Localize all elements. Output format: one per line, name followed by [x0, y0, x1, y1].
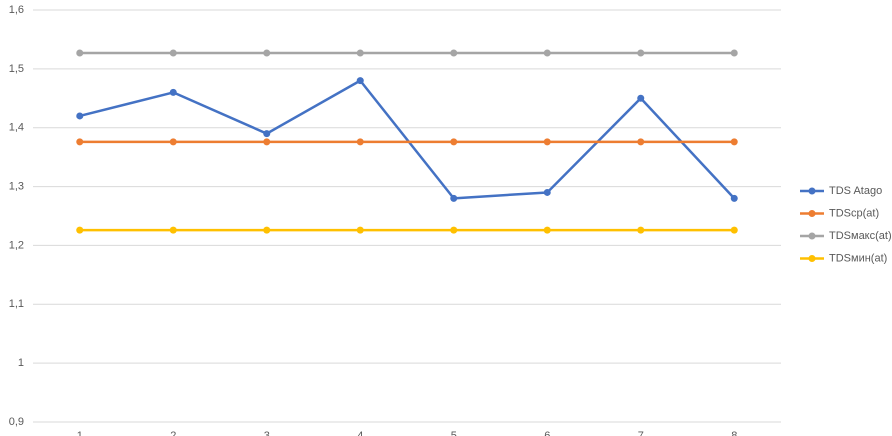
- x-tick-label: 7: [638, 430, 644, 436]
- series-line: [79, 79, 736, 200]
- point: [263, 49, 271, 57]
- point: [76, 226, 84, 234]
- point: [76, 138, 84, 146]
- point: [356, 226, 364, 234]
- point: [263, 226, 271, 234]
- legend-marker: [808, 210, 816, 217]
- point: [450, 194, 458, 202]
- legend-label: TDSср(at): [829, 207, 879, 219]
- y-tick-label: 0,9: [9, 416, 24, 428]
- point: [543, 49, 551, 57]
- point: [450, 138, 458, 146]
- legend-label: TDSмакс(at): [829, 230, 892, 242]
- y-tick-label: 1,4: [9, 122, 24, 134]
- point: [169, 226, 177, 234]
- y-tick-label: 1,1: [9, 298, 24, 310]
- y-tick-label: 1,2: [9, 239, 24, 251]
- point: [637, 49, 645, 57]
- point: [356, 138, 364, 146]
- point: [356, 49, 364, 57]
- x-tick-label: 3: [264, 430, 270, 436]
- y-tick-label: 1,6: [9, 4, 24, 16]
- point: [169, 49, 177, 57]
- point: [263, 130, 271, 138]
- y-tick-label: 1: [18, 357, 24, 369]
- point: [169, 88, 177, 96]
- point: [169, 138, 177, 146]
- point: [637, 226, 645, 234]
- point: [450, 226, 458, 234]
- point: [730, 49, 738, 57]
- legend-marker: [808, 232, 816, 240]
- x-tick-label: 8: [731, 430, 737, 436]
- x-tick-label: 1: [77, 430, 83, 436]
- x-tick-label: 6: [544, 430, 550, 436]
- point: [543, 138, 551, 146]
- y-tick-label: 1,3: [9, 180, 24, 192]
- legend-label: TDSмин(at): [829, 252, 887, 264]
- x-tick-label: 2: [170, 430, 176, 436]
- point: [263, 138, 271, 146]
- point: [450, 49, 458, 57]
- legend-marker: [808, 255, 816, 262]
- point: [730, 194, 738, 202]
- point: [637, 138, 645, 146]
- legend-label: TDS Atago: [829, 185, 882, 197]
- point: [637, 94, 645, 102]
- point: [730, 226, 738, 234]
- point: [76, 112, 84, 120]
- point: [356, 77, 364, 85]
- point: [76, 49, 84, 57]
- point: [730, 138, 738, 146]
- point: [543, 188, 551, 196]
- x-tick-label: 4: [357, 430, 363, 436]
- legend-marker: [808, 187, 816, 195]
- y-tick-label: 1,5: [9, 63, 24, 75]
- point: [543, 226, 551, 234]
- x-tick-label: 5: [451, 430, 457, 436]
